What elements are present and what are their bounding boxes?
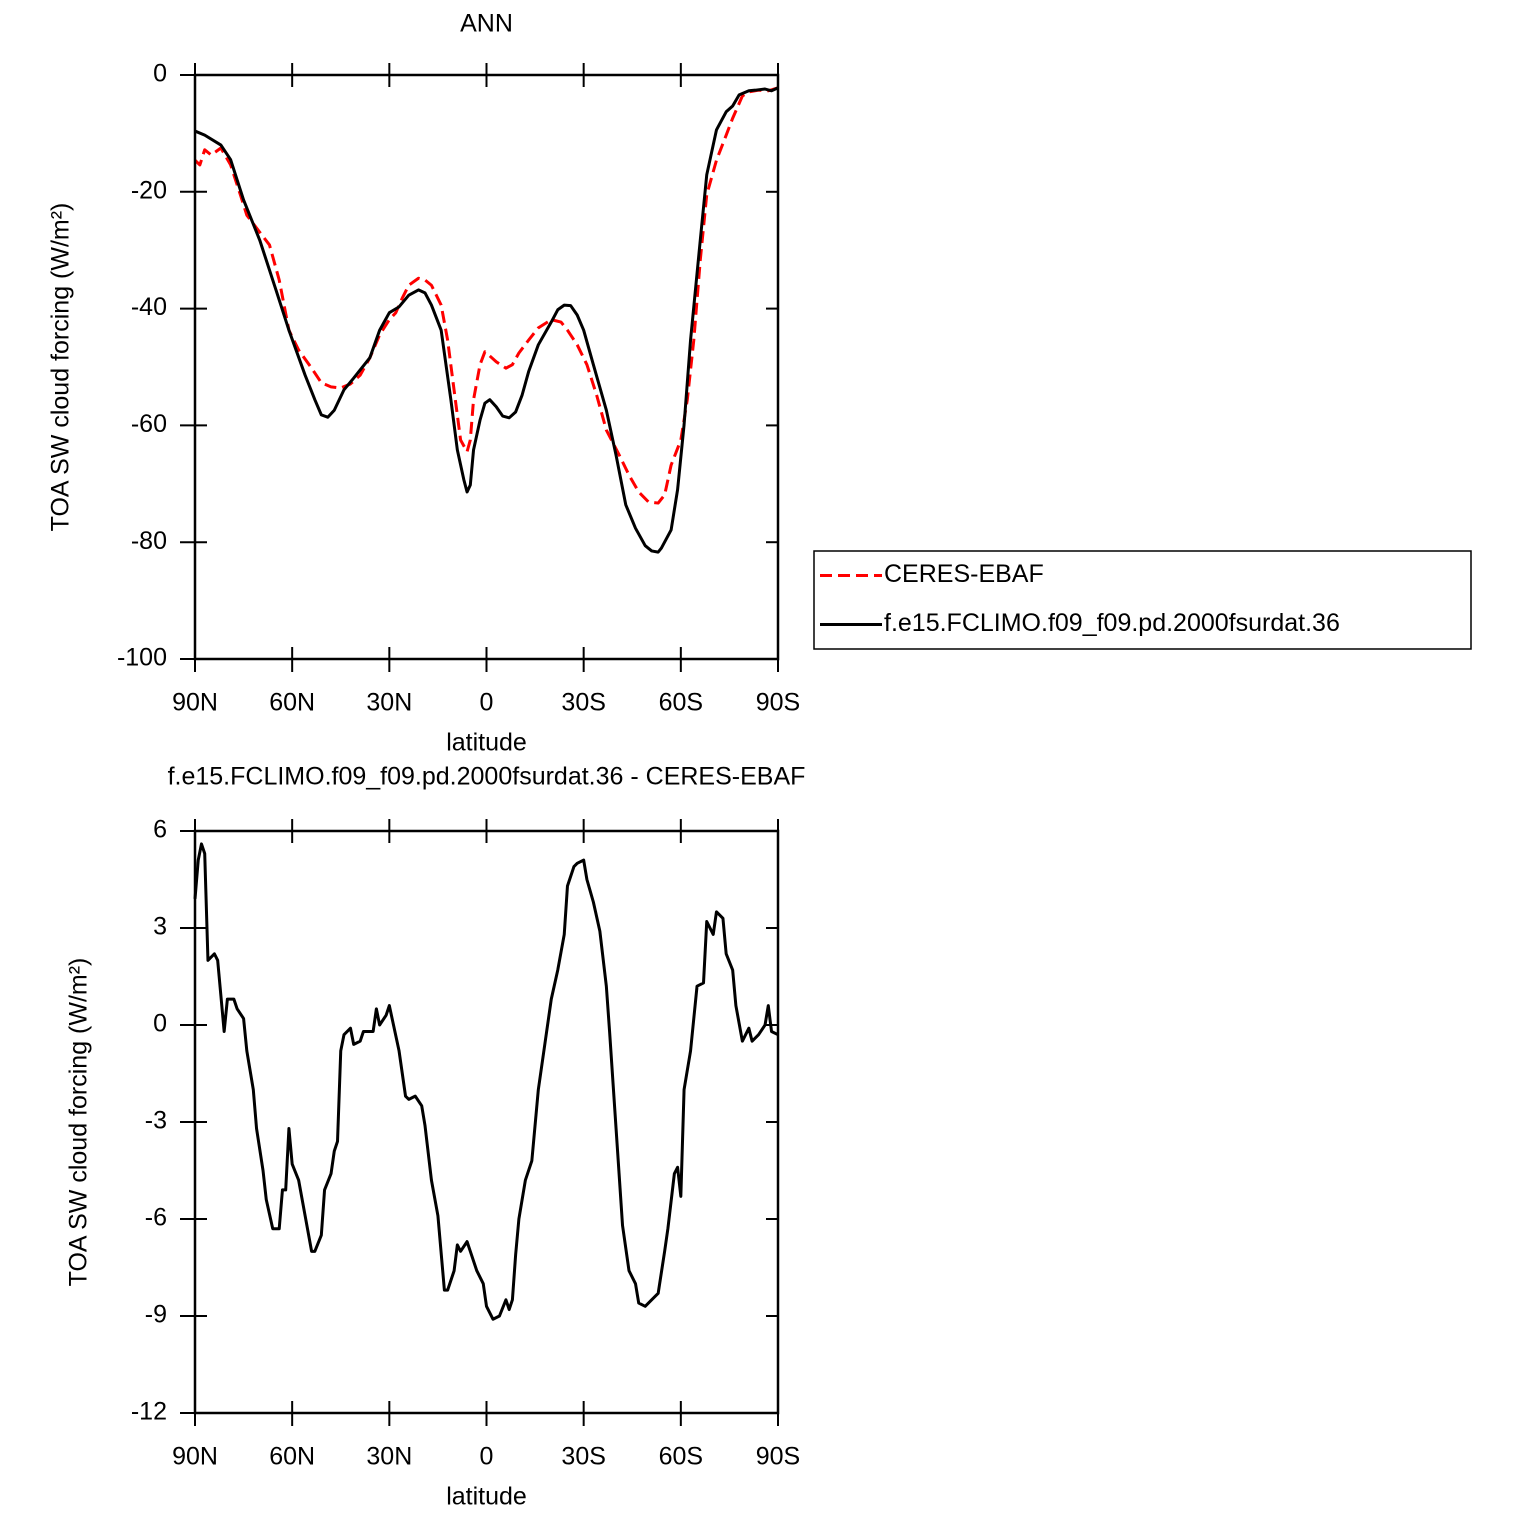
y-tick-label: 6 (153, 816, 167, 844)
x-tick-label: 60S (659, 689, 703, 717)
x-tick-label: 90N (172, 1443, 218, 1471)
plot-frame (193, 829, 780, 1415)
y-axis-label: TOA SW cloud forcing (W/m²) (47, 203, 75, 532)
x-tick-label: 60S (659, 1443, 703, 1471)
x-tick-label: 30N (366, 1443, 412, 1471)
data-line (193, 842, 779, 1321)
chart-title: f.e15.FCLIMO.f09_f09.pd.2000fsurdat.36 -… (168, 763, 806, 791)
x-tick-label: 0 (480, 689, 494, 717)
y-tick-label: -9 (145, 1301, 167, 1329)
y-tick-label: -6 (145, 1204, 167, 1232)
chart-title: ANN (460, 10, 513, 38)
y-tick-label: -12 (131, 1398, 167, 1426)
x-tick-label: 60N (269, 689, 315, 717)
x-tick-label: 90S (756, 689, 800, 717)
y-tick-label: 3 (153, 913, 167, 941)
y-tick-label: -20 (131, 176, 167, 204)
x-axis-label: latitude (446, 729, 527, 757)
legend-label: CERES-EBAF (884, 560, 1044, 588)
y-tick-label: -40 (131, 293, 167, 321)
x-tick-label: 30N (366, 689, 412, 717)
y-tick-label: 0 (153, 60, 167, 88)
legend-box (813, 550, 1472, 650)
y-axis-label: TOA SW cloud forcing (W/m²) (65, 958, 93, 1287)
legend-label: f.e15.FCLIMO.f09_f09.pd.2000fsurdat.36 (884, 609, 1340, 637)
y-tick-label: -80 (131, 527, 167, 555)
x-axis-label: latitude (446, 1483, 527, 1511)
x-tick-label: 30S (561, 1443, 605, 1471)
plot-frame (193, 73, 780, 661)
x-tick-label: 90S (756, 1443, 800, 1471)
data-line (193, 86, 779, 505)
y-tick-label: -60 (131, 410, 167, 438)
x-tick-label: 60N (269, 1443, 315, 1471)
y-tick-label: 0 (153, 1010, 167, 1038)
x-tick-label: 0 (480, 1443, 494, 1471)
data-line (194, 86, 779, 554)
x-tick-label: 30S (561, 689, 605, 717)
y-tick-label: -3 (145, 1107, 167, 1135)
x-tick-label: 90N (172, 689, 218, 717)
y-tick-label: -100 (117, 644, 167, 672)
